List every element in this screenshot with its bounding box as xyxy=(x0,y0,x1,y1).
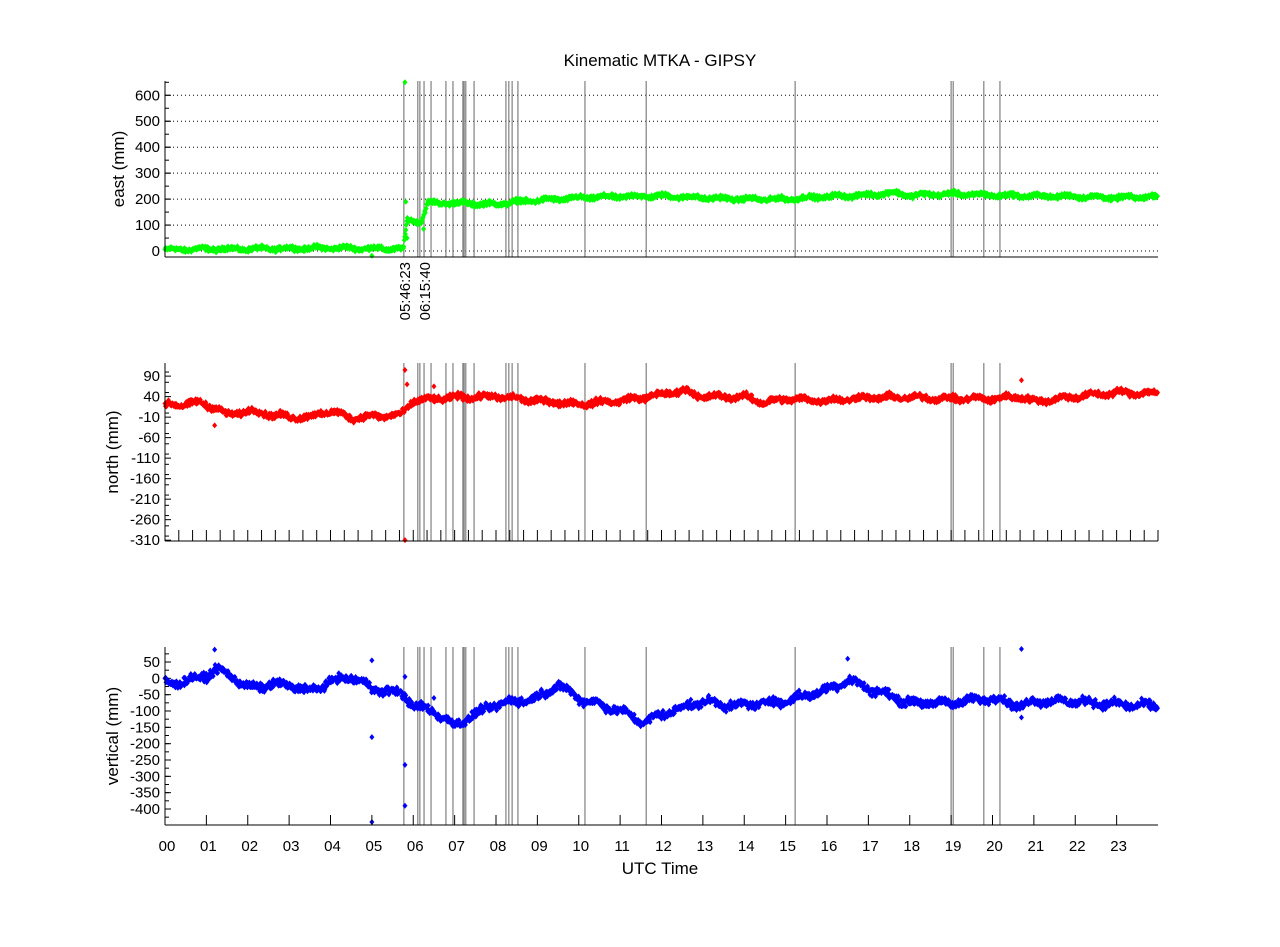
data-point xyxy=(431,383,437,390)
data-point xyxy=(404,381,410,388)
y-tick-label: -210 xyxy=(130,491,160,508)
panel-north: 90 40 -10 -60 -110 -160 -210 -260 -310 north (mm) xyxy=(103,363,1161,549)
data-point xyxy=(423,205,429,212)
y-axis-label: north (mm) xyxy=(103,410,122,493)
data-point xyxy=(210,673,216,680)
y-tick-label: -50 xyxy=(138,687,160,704)
y-tick-label: -260 xyxy=(130,512,160,529)
series-north xyxy=(162,366,1161,544)
data-point xyxy=(1018,377,1024,384)
data-point xyxy=(508,392,514,399)
y-tick-label: -350 xyxy=(130,785,160,802)
y-axis-label: east (mm) xyxy=(109,131,128,208)
data-point xyxy=(403,692,409,699)
y-tick-label: -200 xyxy=(130,736,160,753)
data-point xyxy=(215,669,221,676)
data-point xyxy=(402,230,408,237)
y-tick-label: 300 xyxy=(135,165,160,182)
data-point xyxy=(403,227,409,234)
y-tick-label: -250 xyxy=(130,752,160,769)
data-point xyxy=(403,198,409,205)
series-vertical xyxy=(162,645,1161,826)
panel-east: 0 100 200 300 400 500 600 east (mm) xyxy=(109,79,1161,260)
series-east xyxy=(162,79,1161,259)
y-tick-label: 400 xyxy=(135,139,160,156)
data-point xyxy=(404,235,410,242)
y-tick-label: -110 xyxy=(131,450,160,467)
y-tick-label: 40 xyxy=(143,389,160,406)
y-tick-label: -100 xyxy=(130,703,160,720)
y-tick-label: -10 xyxy=(138,409,160,426)
y-tick-label: 0 xyxy=(152,243,160,260)
data-point xyxy=(402,366,408,373)
data-point xyxy=(425,702,431,709)
y-tick-label: 0 xyxy=(152,670,160,687)
data-point xyxy=(212,422,218,429)
y-tick-label: 50 xyxy=(143,654,160,671)
y-tick-label: 600 xyxy=(135,87,160,104)
data-point xyxy=(401,243,407,250)
y-tick-label: -150 xyxy=(130,719,160,736)
y-tick-label: -400 xyxy=(130,801,160,818)
data-point xyxy=(402,79,408,86)
y-tick-label: 500 xyxy=(135,113,160,130)
y-tick-label: -60 xyxy=(138,430,160,447)
data-point xyxy=(301,689,307,696)
y-tick-label: 200 xyxy=(135,191,160,208)
panel-vertical: 500-50-100-150-200-250-300-350-400vertic… xyxy=(103,645,1161,855)
x-axis-label: UTC Time xyxy=(622,859,699,878)
data-point xyxy=(369,252,375,259)
y-tick-label: 90 xyxy=(143,368,160,385)
data-point xyxy=(462,721,468,728)
y-tick-label: -300 xyxy=(130,768,160,785)
data-point xyxy=(402,537,408,544)
y-tick-label: -160 xyxy=(130,471,160,488)
data-point xyxy=(1155,193,1161,200)
chart-title: Kinematic MTKA - GIPSY xyxy=(564,51,757,70)
data-point xyxy=(1155,389,1161,396)
y-tick-label: -310 xyxy=(130,532,160,549)
data-point xyxy=(421,225,427,232)
y-tick-label: 100 xyxy=(135,217,160,234)
